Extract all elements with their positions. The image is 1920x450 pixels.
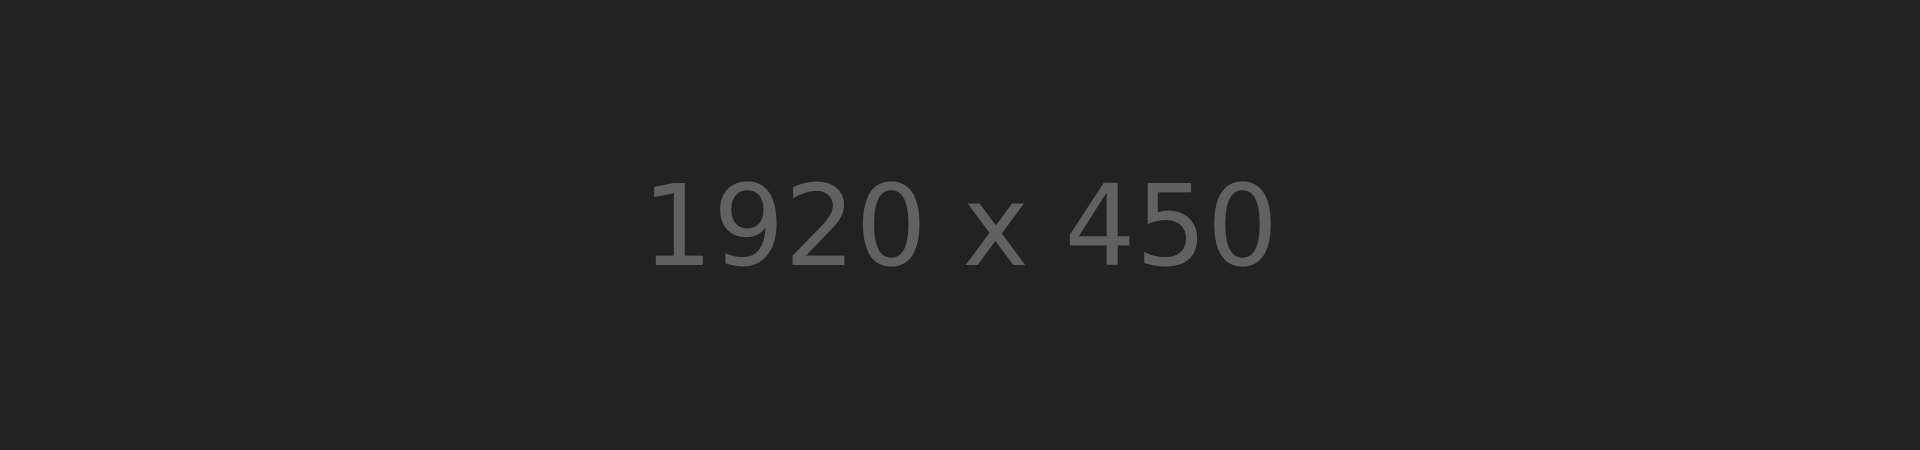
dimension-label: 1920 x 450: [641, 162, 1279, 292]
